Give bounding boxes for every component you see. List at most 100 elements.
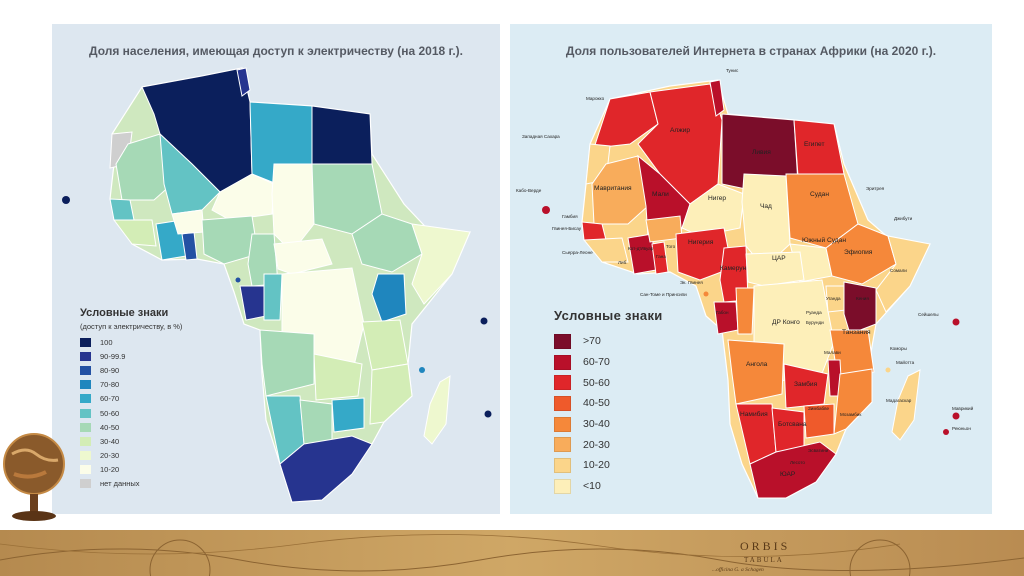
region-somalia bbox=[411, 223, 471, 305]
internet-legend-label: >70 bbox=[583, 335, 601, 348]
label-sudan: Судан bbox=[810, 191, 829, 198]
region-nigeria bbox=[201, 215, 259, 265]
label-nigeria: Нигерия bbox=[688, 239, 714, 246]
electricity-africa-map bbox=[62, 67, 492, 503]
electricity-legend-swatch bbox=[80, 479, 91, 489]
electricity-legend-swatch bbox=[80, 451, 91, 461]
label-gambia: Гамбия bbox=[562, 214, 578, 219]
region-kenya bbox=[371, 273, 407, 323]
label-cote: Кот-д'Ивуар bbox=[628, 246, 654, 251]
region-congo-r bbox=[735, 287, 755, 335]
label-liberia: Либ. bbox=[618, 260, 628, 265]
electricity-legend-item: 80-90 bbox=[80, 363, 220, 377]
island-seychelles bbox=[480, 317, 488, 325]
label-eritrea: Эритрея bbox=[866, 186, 885, 191]
label-ethiopia: Эфиопия bbox=[844, 249, 873, 256]
region-senegal-r bbox=[581, 221, 607, 241]
electricity-legend-item: нет данных bbox=[80, 477, 220, 491]
label-cabo-verde: Кабо-Верде bbox=[516, 188, 542, 193]
internet-legend-swatch bbox=[554, 416, 571, 432]
electricity-legend-items: 100 90-99.9 80-90 70-80 60-70 50-60 40-50 30-40… bbox=[80, 335, 220, 491]
region-kenya-r bbox=[843, 281, 877, 335]
electricity-legend-label: 90-99.9 bbox=[100, 351, 126, 361]
label-chad: Чад bbox=[760, 203, 772, 210]
label-zambia: Замбия bbox=[794, 380, 818, 388]
island-comoros-r bbox=[885, 367, 891, 373]
label-ghana: Гана bbox=[656, 254, 666, 259]
label-burundi: Бурунди bbox=[806, 320, 824, 325]
banner-text-3: ...officina G. a Schagen bbox=[712, 566, 764, 573]
region-angola-r bbox=[727, 339, 785, 405]
internet-legend-label: 10-20 bbox=[583, 459, 610, 472]
island-mauritius bbox=[484, 410, 492, 418]
electricity-legend-item: 100 bbox=[80, 335, 220, 349]
region-tunis-r bbox=[709, 79, 725, 117]
label-djibouti: Джибути bbox=[894, 216, 913, 221]
electricity-legend-swatch bbox=[80, 422, 91, 432]
region-somalia-r bbox=[875, 235, 931, 313]
region-guinea-r bbox=[582, 237, 629, 263]
region-burkina bbox=[171, 209, 205, 235]
electricity-legend-subtitle: (доступ к электричеству, в %) bbox=[80, 322, 183, 331]
label-seychelles: Сейшелы bbox=[918, 311, 939, 317]
region-tunisia bbox=[236, 67, 251, 97]
region-senegal bbox=[109, 198, 135, 221]
label-mozambique: Мозамбик bbox=[840, 412, 862, 417]
label-mauritania: Мавритания bbox=[594, 185, 632, 192]
region-ghana-r bbox=[651, 241, 669, 275]
electricity-legend-label: 80-90 bbox=[100, 365, 120, 375]
electricity-legend-item: 70-80 bbox=[80, 378, 220, 392]
electricity-legend-swatch bbox=[80, 408, 91, 418]
label-mali: Мали bbox=[652, 191, 669, 198]
electricity-legend-item: 60-70 bbox=[80, 392, 220, 406]
label-tunis: Тунис bbox=[726, 68, 739, 73]
region-congo bbox=[263, 273, 283, 321]
antique-map-banner: ORBIS TABULA ...officina G. a Schagen bbox=[0, 530, 1024, 576]
label-kenya: Кения bbox=[856, 296, 869, 301]
electricity-legend: Условные знаки (доступ к электричеству, … bbox=[80, 307, 220, 491]
electricity-legend-swatch bbox=[80, 380, 91, 390]
banner-text-1: ORBIS bbox=[740, 539, 790, 553]
label-algeria: Алжир bbox=[670, 127, 690, 134]
label-zimbabwe: Зимбабве bbox=[808, 406, 830, 411]
internet-legend-label: 20-30 bbox=[583, 438, 610, 451]
region-zimbabwe-r bbox=[803, 403, 835, 439]
island-stp-r bbox=[703, 291, 709, 297]
label-lesotho: Лесото bbox=[790, 460, 805, 465]
electricity-legend-label: 40-50 bbox=[100, 422, 120, 432]
label-comoros: Коморы bbox=[890, 346, 907, 351]
island-reunion-r bbox=[943, 429, 949, 435]
internet-legend-item: 10-20 bbox=[554, 455, 714, 476]
internet-legend-item: 40-50 bbox=[554, 393, 714, 414]
label-rwanda: Руанда bbox=[806, 310, 822, 315]
region-car bbox=[273, 238, 333, 275]
region-nigeria-r bbox=[675, 227, 733, 281]
internet-legend-swatch bbox=[554, 457, 571, 473]
label-namibia: Намибия bbox=[740, 410, 768, 418]
electricity-map-panel: Доля населения, имеющая доступ к электри… bbox=[52, 24, 500, 514]
region-egypt-r bbox=[793, 119, 845, 177]
internet-legend-items: >70 60-70 50-60 40-50 30-40 20-30 10-20 <10 bbox=[554, 331, 714, 497]
label-niger: Нигер bbox=[708, 195, 726, 202]
label-mayotte: Майотта bbox=[896, 359, 915, 365]
region-gabon-r bbox=[713, 301, 739, 335]
electricity-legend-item: 10-20 bbox=[80, 463, 220, 477]
internet-legend-item: <10 bbox=[554, 476, 714, 497]
region-madagascar-r bbox=[891, 369, 921, 441]
internet-map-panel: Доля пользователей Интернета в странах А… bbox=[510, 24, 992, 514]
internet-legend-swatch bbox=[554, 437, 571, 453]
internet-legend-item: 30-40 bbox=[554, 414, 714, 435]
label-sar: ЮАР bbox=[780, 471, 796, 478]
label-reunion: Реюньон bbox=[952, 426, 971, 431]
label-madagascar: Мадагаскар bbox=[886, 398, 912, 403]
internet-legend-swatch bbox=[554, 478, 571, 494]
region-morocco-r bbox=[593, 91, 659, 149]
electricity-legend-label: нет данных bbox=[100, 479, 140, 489]
electricity-legend-label: 100 bbox=[100, 337, 113, 347]
island-comoros bbox=[419, 367, 425, 373]
region-angola bbox=[259, 329, 315, 397]
internet-legend: Условные знаки >70 60-70 50-60 40-50 30-40 20… bbox=[554, 308, 714, 497]
internet-legend-item: 20-30 bbox=[554, 434, 714, 455]
electricity-legend-swatch bbox=[80, 465, 91, 475]
label-drc: ДР Конго bbox=[772, 319, 800, 326]
